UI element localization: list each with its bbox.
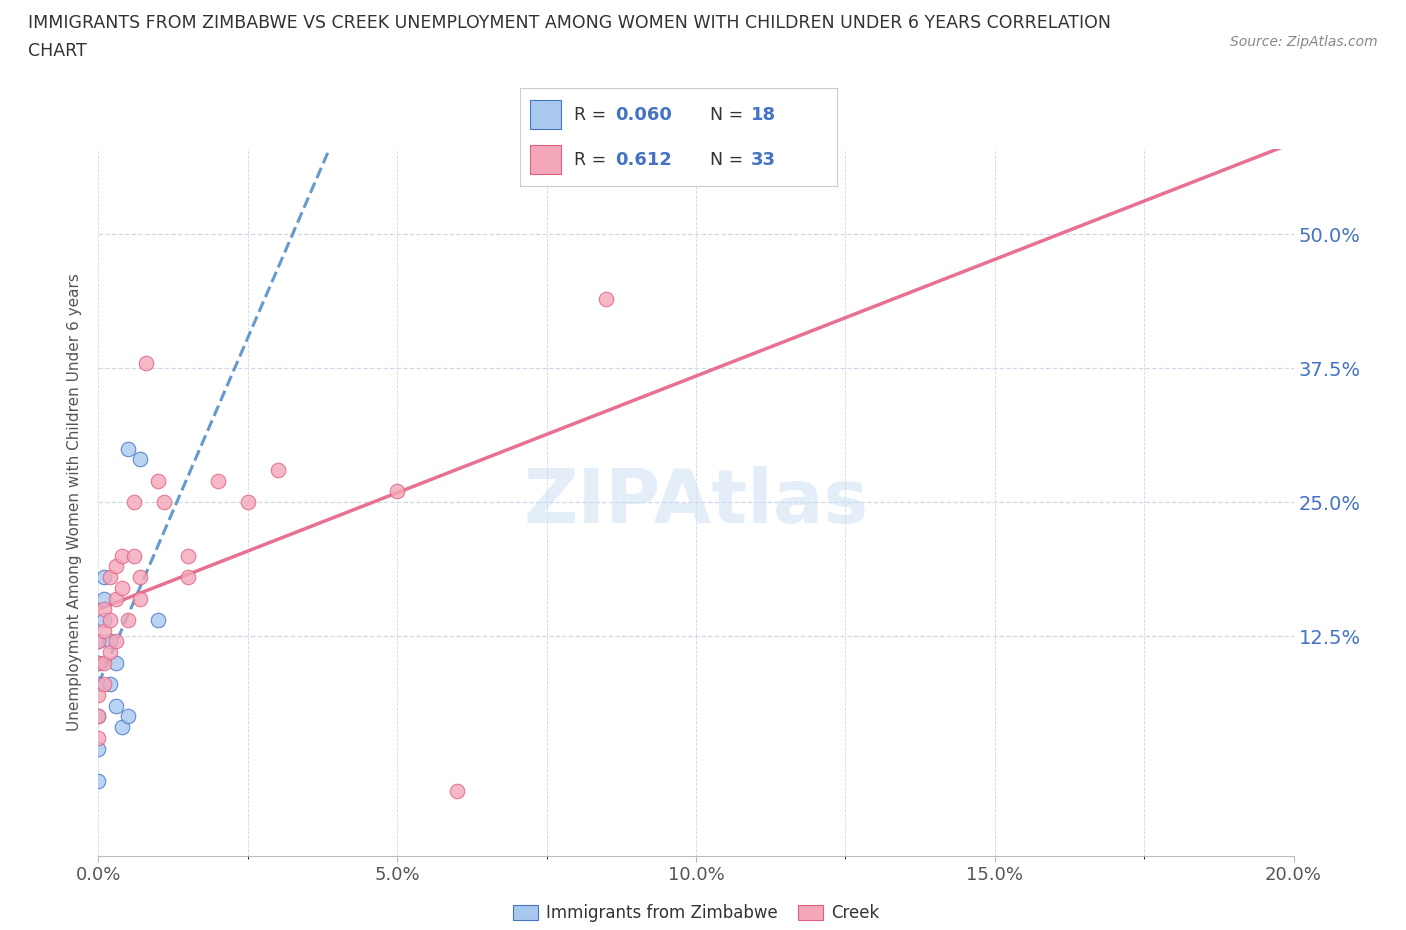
Point (105, 591, 128, 606)
Text: 0.612: 0.612 (616, 151, 672, 168)
Text: 0.060: 0.060 (616, 106, 672, 124)
Point (87, 634, 110, 649)
Point (148, 473, 170, 488)
Point (87, 656, 110, 671)
Point (177, 549, 200, 564)
Point (93, 677, 115, 692)
Point (100, 570, 122, 585)
Text: CHART: CHART (28, 42, 87, 60)
Text: IMMIGRANTS FROM ZIMBABWE VS CREEK UNEMPLOYMENT AMONG WOMEN WITH CHILDREN UNDER 6: IMMIGRANTS FROM ZIMBABWE VS CREEK UNEMPL… (28, 14, 1111, 32)
Y-axis label: Unemployment Among Women with Children Under 6 years: Unemployment Among Women with Children U… (67, 273, 83, 731)
Point (105, 634, 128, 649)
Point (105, 559, 128, 574)
Point (236, 495, 259, 510)
Point (135, 355, 157, 370)
Point (93, 623, 115, 638)
Point (595, 291, 617, 306)
Point (100, 644, 122, 659)
Point (267, 462, 290, 477)
Point (87, 709, 110, 724)
Point (87, 656, 110, 671)
Point (105, 698, 128, 713)
Point (129, 570, 152, 585)
Point (111, 720, 134, 735)
Text: R =: R = (574, 151, 617, 168)
Point (148, 613, 170, 628)
Point (93, 591, 115, 606)
Point (153, 495, 176, 510)
Point (117, 709, 139, 724)
Point (93, 656, 115, 671)
Point (87, 773, 110, 788)
Point (129, 452, 152, 467)
Point (100, 613, 122, 628)
Point (87, 741, 110, 756)
Text: N =: N = (710, 151, 749, 168)
Point (124, 549, 146, 564)
Point (87, 634, 110, 649)
Text: 18: 18 (751, 106, 776, 124)
Point (446, 784, 468, 799)
Point (111, 549, 134, 564)
Text: Source: ZipAtlas.com: Source: ZipAtlas.com (1230, 35, 1378, 49)
Text: ZIPAtlas: ZIPAtlas (523, 466, 869, 538)
Point (207, 473, 229, 488)
Point (87, 730, 110, 745)
Bar (530, 100, 561, 129)
Point (129, 591, 152, 606)
Point (87, 687, 110, 702)
Text: R =: R = (574, 106, 612, 124)
Text: N =: N = (710, 106, 749, 124)
Point (100, 634, 122, 649)
Text: 33: 33 (751, 151, 776, 168)
Point (93, 613, 115, 628)
Point (111, 580, 134, 595)
Point (87, 709, 110, 724)
Point (124, 495, 146, 510)
Point (385, 484, 409, 498)
Point (117, 441, 139, 456)
Point (93, 570, 115, 585)
Point (87, 677, 110, 692)
Point (100, 677, 122, 692)
Legend: Immigrants from Zimbabwe, Creek: Immigrants from Zimbabwe, Creek (506, 897, 886, 928)
Bar (530, 145, 561, 174)
Point (93, 602, 115, 617)
Point (117, 613, 139, 628)
Point (105, 656, 128, 671)
Point (177, 570, 200, 585)
